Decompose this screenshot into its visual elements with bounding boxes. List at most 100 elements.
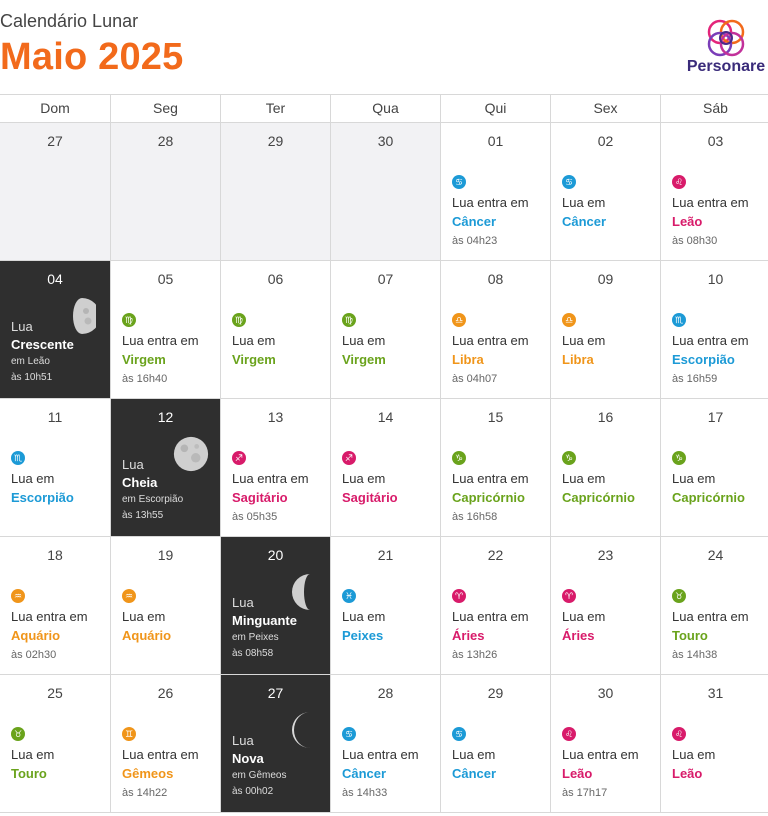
moon-transit-text: Lua em bbox=[342, 471, 386, 486]
zodiac-sign-name: Leão bbox=[672, 214, 703, 229]
moon-phase-sign: em Gêmeos bbox=[232, 770, 287, 781]
day-number: 01 bbox=[487, 133, 504, 149]
day-number: 17 bbox=[707, 409, 724, 425]
day-cell[interactable]: 19 ♒ Lua em Aquário bbox=[110, 537, 220, 674]
day-number: 30 bbox=[377, 133, 394, 149]
zodiac-sign-icon: ♎ bbox=[452, 313, 466, 327]
logo-text: Personare bbox=[686, 58, 766, 75]
day-cell[interactable]: 29 bbox=[220, 123, 330, 260]
day-number: 20 bbox=[267, 547, 284, 563]
zodiac-sign-icon: ♋ bbox=[562, 175, 576, 189]
day-cell[interactable]: 13 ♐ Lua entra em Sagitário às 05h35 bbox=[220, 399, 330, 536]
transit-time: às 14h22 bbox=[122, 787, 168, 799]
day-number: 16 bbox=[597, 409, 614, 425]
moon-phase-sign: em Leão bbox=[11, 356, 50, 367]
transit-time: às 13h26 bbox=[452, 649, 498, 661]
zodiac-sign-icon: ♌ bbox=[672, 175, 686, 189]
day-cell[interactable]: 29 ♋ Lua em Câncer bbox=[440, 675, 550, 812]
day-cell[interactable]: 18 ♒ Lua entra em Aquário às 02h30 bbox=[0, 537, 110, 674]
transit-time: às 17h17 bbox=[562, 787, 608, 799]
day-cell[interactable]: 08 ♎ Lua entra em Libra às 04h07 bbox=[440, 261, 550, 398]
zodiac-sign-icon: ♑ bbox=[672, 451, 686, 465]
zodiac-sign-icon: ♋ bbox=[342, 727, 356, 741]
day-cell[interactable]: 28 bbox=[110, 123, 220, 260]
zodiac-sign-icon: ♎ bbox=[562, 313, 576, 327]
day-number: 28 bbox=[377, 685, 394, 701]
zodiac-sign-icon: ♋ bbox=[452, 727, 466, 741]
day-cell[interactable]: 03 ♌ Lua entra em Leão às 08h30 bbox=[660, 123, 768, 260]
moon-transit-text: Lua entra em bbox=[452, 195, 529, 210]
day-cell[interactable]: 12 Lua Cheia em Escorpião às 13h55 bbox=[110, 399, 220, 536]
day-cell[interactable]: 25 ♉ Lua em Touro bbox=[0, 675, 110, 812]
day-number: 23 bbox=[597, 547, 614, 563]
moon-transit-text: Lua em bbox=[562, 195, 606, 210]
zodiac-sign-icon: ♒ bbox=[11, 589, 25, 603]
day-cell[interactable]: 28 ♋ Lua entra em Câncer às 14h33 bbox=[330, 675, 440, 812]
day-cell[interactable]: 17 ♑ Lua em Capricórnio bbox=[660, 399, 768, 536]
day-cell[interactable]: 04 Lua Crescente em Leão às 10h51 bbox=[0, 261, 110, 398]
day-cell[interactable]: 20 Lua Minguante em Peixes às 08h58 bbox=[220, 537, 330, 674]
day-number: 03 bbox=[707, 133, 724, 149]
zodiac-sign-icon: ♌ bbox=[672, 727, 686, 741]
day-cell[interactable]: 11 ♏ Lua em Escorpião bbox=[0, 399, 110, 536]
day-number: 08 bbox=[487, 271, 504, 287]
moon-transit-text: Lua entra em bbox=[452, 333, 529, 348]
zodiac-sign-name: Capricórnio bbox=[562, 490, 635, 505]
zodiac-sign-icon: ♏ bbox=[672, 313, 686, 327]
header: Calendário Lunar Maio 2025 Personare bbox=[0, 0, 768, 92]
personare-logo[interactable]: Personare bbox=[686, 16, 766, 76]
day-cell[interactable]: 10 ♏ Lua entra em Escorpião às 16h59 bbox=[660, 261, 768, 398]
day-cell[interactable]: 30 bbox=[330, 123, 440, 260]
moon-phase-sign: em Escorpião bbox=[122, 494, 184, 505]
moon-transit-text: Lua em bbox=[11, 747, 55, 762]
transit-time: às 04h23 bbox=[452, 235, 498, 247]
day-cell[interactable]: 07 ♍ Lua em Virgem bbox=[330, 261, 440, 398]
day-number: 27 bbox=[267, 685, 284, 701]
zodiac-sign-icon: ♋ bbox=[452, 175, 466, 189]
last-quarter-moon-icon bbox=[292, 574, 310, 610]
moon-phase-name: Crescente bbox=[11, 337, 74, 352]
day-cell[interactable]: 02 ♋ Lua em Câncer bbox=[550, 123, 660, 260]
zodiac-sign-name: Leão bbox=[672, 766, 703, 781]
zodiac-sign-name: Virgem bbox=[232, 352, 276, 367]
day-cell[interactable]: 30 ♌ Lua entra em Leão às 17h17 bbox=[550, 675, 660, 812]
zodiac-sign-name: Peixes bbox=[342, 628, 384, 643]
weekday-label: Seg bbox=[110, 95, 220, 122]
day-cell[interactable]: 23 ♈ Lua em Áries bbox=[550, 537, 660, 674]
moon-phase-time: às 08h58 bbox=[232, 648, 274, 659]
day-cell[interactable]: 26 ♊ Lua entra em Gêmeos às 14h22 bbox=[110, 675, 220, 812]
zodiac-sign-name: Câncer bbox=[342, 766, 387, 781]
new-moon-icon bbox=[292, 712, 310, 748]
moon-transit-text: Lua entra em bbox=[11, 609, 88, 624]
day-number: 04 bbox=[47, 271, 63, 287]
day-cell[interactable]: 27 bbox=[0, 123, 110, 260]
moon-transit-text: Lua entra em bbox=[122, 333, 199, 348]
moon-transit-text: Lua entra em bbox=[562, 747, 639, 762]
day-cell[interactable]: 31 ♌ Lua em Leão bbox=[660, 675, 768, 812]
day-cell[interactable]: 09 ♎ Lua em Libra bbox=[550, 261, 660, 398]
moon-transit-text: Lua entra em bbox=[122, 747, 199, 762]
day-number: 30 bbox=[597, 685, 614, 701]
day-cell[interactable]: 01 ♋ Lua entra em Câncer às 04h23 bbox=[440, 123, 550, 260]
day-cell[interactable]: 16 ♑ Lua em Capricórnio bbox=[550, 399, 660, 536]
day-cell[interactable]: 27 Lua Nova em Gêmeos às 00h02 bbox=[220, 675, 330, 812]
day-cell[interactable]: 24 ♉ Lua entra em Touro às 14h38 bbox=[660, 537, 768, 674]
moon-transit-text: Lua entra em bbox=[452, 471, 529, 486]
zodiac-sign-name: Capricórnio bbox=[672, 490, 745, 505]
day-cell[interactable]: 22 ♈ Lua entra em Áries às 13h26 bbox=[440, 537, 550, 674]
day-cell[interactable]: 14 ♐ Lua em Sagitário bbox=[330, 399, 440, 536]
moon-phase-label: Lua bbox=[11, 319, 33, 334]
day-cell[interactable]: 06 ♍ Lua em Virgem bbox=[220, 261, 330, 398]
zodiac-sign-name: Sagitário bbox=[232, 490, 288, 505]
day-cell[interactable]: 05 ♍ Lua entra em Virgem às 16h40 bbox=[110, 261, 220, 398]
weekday-label: Ter bbox=[220, 95, 330, 122]
moon-transit-text: Lua em bbox=[562, 471, 606, 486]
day-cell[interactable]: 21 ♓ Lua em Peixes bbox=[330, 537, 440, 674]
zodiac-sign-name: Câncer bbox=[562, 214, 607, 229]
moon-phase-label: Lua bbox=[232, 595, 254, 610]
zodiac-sign-name: Touro bbox=[11, 766, 47, 781]
moon-transit-text: Lua em bbox=[562, 609, 606, 624]
day-cell[interactable]: 15 ♑ Lua entra em Capricórnio às 16h58 bbox=[440, 399, 550, 536]
zodiac-sign-icon: ♊ bbox=[122, 727, 136, 741]
day-number: 07 bbox=[377, 271, 394, 287]
